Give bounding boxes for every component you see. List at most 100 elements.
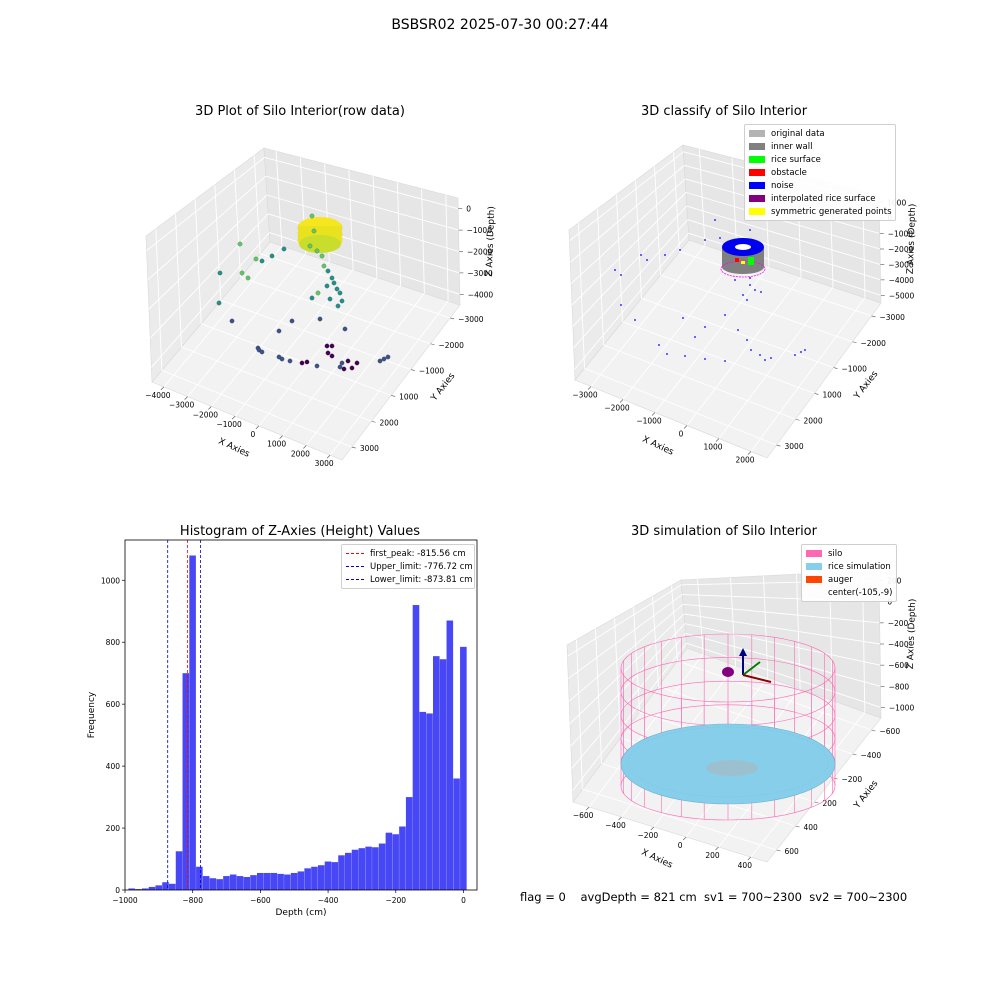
histogram-bar [345,852,352,890]
x-tick-label: 0 [250,430,255,439]
histogram-bar [297,871,305,890]
y-tick-label: 3000 [360,444,379,453]
z-gridline-wall [149,213,269,339]
x-tick-label: 3000 [315,459,334,468]
z-gridline-wall [572,205,688,327]
histogram-bar [135,889,142,890]
legend-entry: original data [749,127,891,140]
y-tick [795,418,800,421]
x-gridline [686,276,802,426]
data-point [314,248,320,254]
x-tick [255,425,260,430]
legend-entry: first_peak: -815.56 cm [346,547,470,560]
legend-label: rice simulation [828,561,891,572]
y-axis-label: Y Axies [429,371,458,404]
z-gridline-wall [572,642,687,792]
data-point [237,241,243,247]
histogram-bar [426,713,433,890]
auger-arrow-z [739,648,747,656]
data-point [335,303,341,309]
data-point [314,363,320,369]
histogram-bar [141,888,149,890]
legend-label: obstacle [771,167,807,178]
noise-point [760,291,762,293]
noise-point [664,254,666,256]
noise-point [749,229,751,231]
data-point [317,316,323,322]
y-tick [852,341,857,344]
x-gridline [306,292,425,446]
noise-point [746,339,748,341]
z-tick-label: −800 [889,682,910,691]
data-point [307,243,313,249]
z-gridline [683,603,880,624]
x-tick-label: 2000 [735,456,754,465]
data-point [269,253,275,259]
histogram-bar [358,848,366,890]
noise-point [749,277,751,279]
z-gridline-wall [571,192,687,306]
histogram-plot: −1000 −800 −600 −400 −200 0 0 200 400 600 800 1000 D… [87,539,478,918]
legend-swatch [749,143,765,150]
y-tick [391,395,396,397]
y-tick-label: 3000 [785,442,804,451]
legend-swatch [806,576,822,583]
y-tick [833,777,838,780]
histogram-bar [216,879,223,890]
x-axis-label: X Axies [217,437,252,460]
figure-title: BSBSR02 2025-07-30 00:27:44 [391,17,609,33]
x-tick-label: 400 [738,861,753,870]
noise-point [754,289,756,291]
x-gridline [718,286,834,439]
histogram-bar [405,797,413,890]
x-gridline [622,255,738,400]
x-tick [715,846,719,851]
x-tick-label: −3000 [572,391,598,400]
noise-point [666,353,668,355]
legend-entry: auger [806,573,892,586]
data-point [253,256,259,262]
x-tick-label: 0 [679,430,684,439]
data-point [339,298,345,304]
x-tick-label: 0 [461,896,466,905]
x-axis-label: X Axies [640,848,675,871]
y-tick [410,369,415,371]
noise-point [714,219,716,221]
data-point [245,275,251,281]
z-gridline [686,205,881,265]
y-tick-label: 600 [106,700,121,709]
z-gridline-wall [568,594,683,680]
raw-plot-title: 3D Plot of Silo Interior(row data) [195,104,405,119]
x-tick-label: −600 [573,811,594,820]
classify-plot-title: 3D classify of Silo Interior [640,104,808,119]
z-gridline-wall [574,232,689,370]
z-tick-label: 0 [887,598,892,607]
x-tick-label: −4000 [145,391,171,400]
z-gridline-wall [573,219,689,349]
noise-point [620,274,622,276]
y-tick [852,753,857,756]
z-axis-label: Z Axies (Depth) [485,206,497,277]
y-tick [814,801,819,804]
y-gridline [181,346,372,422]
histogram-bar [439,659,447,890]
legend-line [346,566,364,567]
data-point [325,350,331,356]
x-tick-label: 0 [678,841,683,850]
histogram-bar [236,876,244,890]
legend-entry: rice surface [749,153,891,166]
x-tick [650,826,655,831]
y-gridline [161,369,353,448]
obstacle-mark [735,258,739,262]
legend-line [346,579,364,580]
y-gridline [603,344,796,420]
y-tick-label: 400 [106,762,121,771]
y-tick [430,343,435,346]
histogram-bar [209,878,217,890]
data-point [325,268,331,274]
data-point [229,318,235,324]
histogram-bar [128,888,135,890]
legend-label: first_peak: -815.56 cm [370,548,466,559]
x-gridline [234,269,354,417]
z-gridline-wall [569,151,684,242]
